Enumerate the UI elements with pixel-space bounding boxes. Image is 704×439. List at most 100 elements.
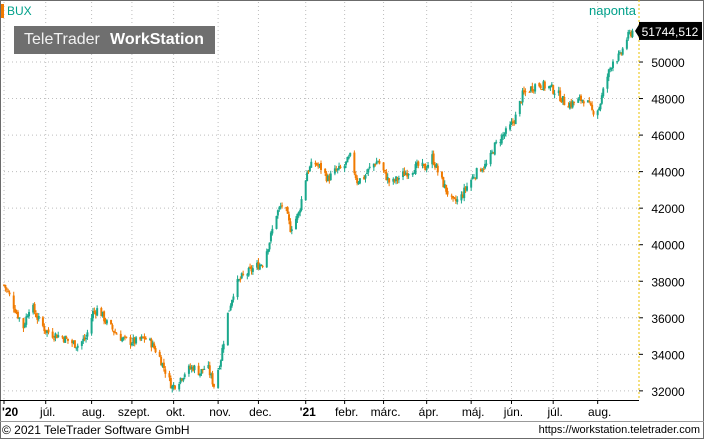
candle-body bbox=[183, 374, 186, 378]
candle-body bbox=[421, 162, 424, 167]
candle-body bbox=[256, 262, 259, 268]
candle-body bbox=[250, 267, 253, 272]
candle-body bbox=[122, 337, 125, 339]
candle-body bbox=[347, 156, 350, 159]
candle-body bbox=[249, 266, 252, 269]
candle-body bbox=[328, 176, 331, 181]
candle-body bbox=[142, 336, 145, 338]
candle-body bbox=[275, 215, 278, 229]
instrument-label[interactable]: BUX bbox=[7, 4, 32, 18]
x-tick-label: ápr. bbox=[419, 405, 439, 419]
candle-body bbox=[54, 333, 57, 338]
candle-body bbox=[356, 177, 359, 184]
candle-body bbox=[86, 332, 89, 337]
candle-body bbox=[100, 308, 103, 317]
candle-body bbox=[538, 83, 541, 87]
candle-body bbox=[192, 366, 195, 371]
candle-body bbox=[338, 165, 341, 169]
candle-body bbox=[22, 318, 25, 329]
candle-body bbox=[85, 337, 88, 339]
x-tick-label: márc. bbox=[371, 405, 401, 419]
candle-body bbox=[7, 290, 10, 292]
period-label[interactable]: naponta bbox=[589, 3, 636, 18]
candle-body bbox=[485, 163, 488, 165]
candle-body bbox=[237, 279, 240, 281]
candle-body bbox=[375, 161, 378, 165]
candle-body bbox=[276, 210, 279, 216]
candle-body bbox=[511, 121, 514, 123]
candle-body bbox=[422, 164, 425, 166]
logo-text-bold: WorkStation bbox=[110, 31, 204, 48]
candle-body bbox=[346, 157, 349, 163]
candle-body bbox=[174, 385, 177, 389]
candle-body bbox=[353, 152, 356, 174]
candle-body bbox=[495, 141, 498, 143]
candle-body bbox=[15, 312, 18, 314]
candle-body bbox=[411, 172, 414, 175]
candle-body bbox=[304, 180, 307, 201]
last-price-label: 51744,512 bbox=[642, 25, 699, 39]
candle-body bbox=[180, 378, 183, 381]
candle-body bbox=[72, 341, 75, 343]
candle-body bbox=[568, 102, 571, 109]
candle-body bbox=[592, 111, 595, 115]
candle-body bbox=[567, 105, 570, 108]
candle-body bbox=[424, 163, 427, 171]
candle-body bbox=[73, 340, 76, 348]
candle-body bbox=[297, 212, 300, 216]
candle-body bbox=[44, 329, 47, 333]
candle-body bbox=[461, 194, 464, 198]
candle-body bbox=[578, 96, 581, 98]
y-tick-label: 44000 bbox=[651, 166, 685, 180]
candle-body bbox=[404, 173, 407, 175]
candle-body bbox=[269, 232, 272, 242]
candle-body bbox=[503, 134, 506, 136]
candle-body bbox=[609, 68, 612, 70]
candle-body bbox=[123, 336, 126, 338]
candle-body bbox=[579, 95, 582, 101]
candle-body bbox=[374, 164, 377, 166]
candle-body bbox=[62, 337, 65, 342]
candle-body bbox=[82, 338, 85, 342]
candle-body bbox=[600, 95, 603, 104]
candle-body bbox=[377, 161, 380, 163]
candle-body bbox=[160, 356, 163, 366]
x-tick-label: júl. bbox=[547, 405, 563, 419]
candle-body bbox=[402, 171, 405, 177]
candle-body bbox=[23, 324, 26, 328]
candle-body bbox=[333, 168, 336, 174]
candle-body bbox=[358, 178, 361, 184]
footer-copyright: © 2021 TeleTrader Software GmbH bbox=[2, 423, 190, 437]
candle-body bbox=[582, 101, 585, 104]
candle-body bbox=[435, 164, 438, 168]
candle-body bbox=[367, 168, 370, 173]
x-tick-label: jún. bbox=[503, 405, 523, 419]
candle-body bbox=[76, 345, 79, 348]
candle-body bbox=[454, 198, 457, 202]
candle-body bbox=[470, 179, 473, 188]
candle-body bbox=[210, 373, 213, 376]
candle-body bbox=[66, 338, 69, 341]
candle-body bbox=[104, 320, 107, 323]
candle-body bbox=[8, 292, 11, 295]
candle-body bbox=[560, 100, 563, 103]
candle-body bbox=[289, 221, 292, 232]
candle-body bbox=[445, 184, 448, 192]
x-tick-label: '20 bbox=[2, 405, 19, 419]
candle-body bbox=[318, 164, 321, 166]
candle-body bbox=[203, 368, 206, 370]
candle-body bbox=[407, 174, 410, 176]
candle-body bbox=[453, 197, 456, 199]
footer-url[interactable]: https://workstation.teletrader.com bbox=[538, 424, 700, 436]
candle-body bbox=[607, 69, 610, 78]
candle-body bbox=[514, 114, 517, 125]
candle-body bbox=[563, 96, 566, 106]
candle-body bbox=[153, 343, 156, 349]
candle-body bbox=[436, 165, 439, 173]
candle-body bbox=[114, 332, 117, 334]
candle-body bbox=[28, 312, 31, 317]
candle-body bbox=[219, 360, 222, 367]
candle-body bbox=[143, 336, 146, 340]
candle-body bbox=[549, 85, 552, 88]
